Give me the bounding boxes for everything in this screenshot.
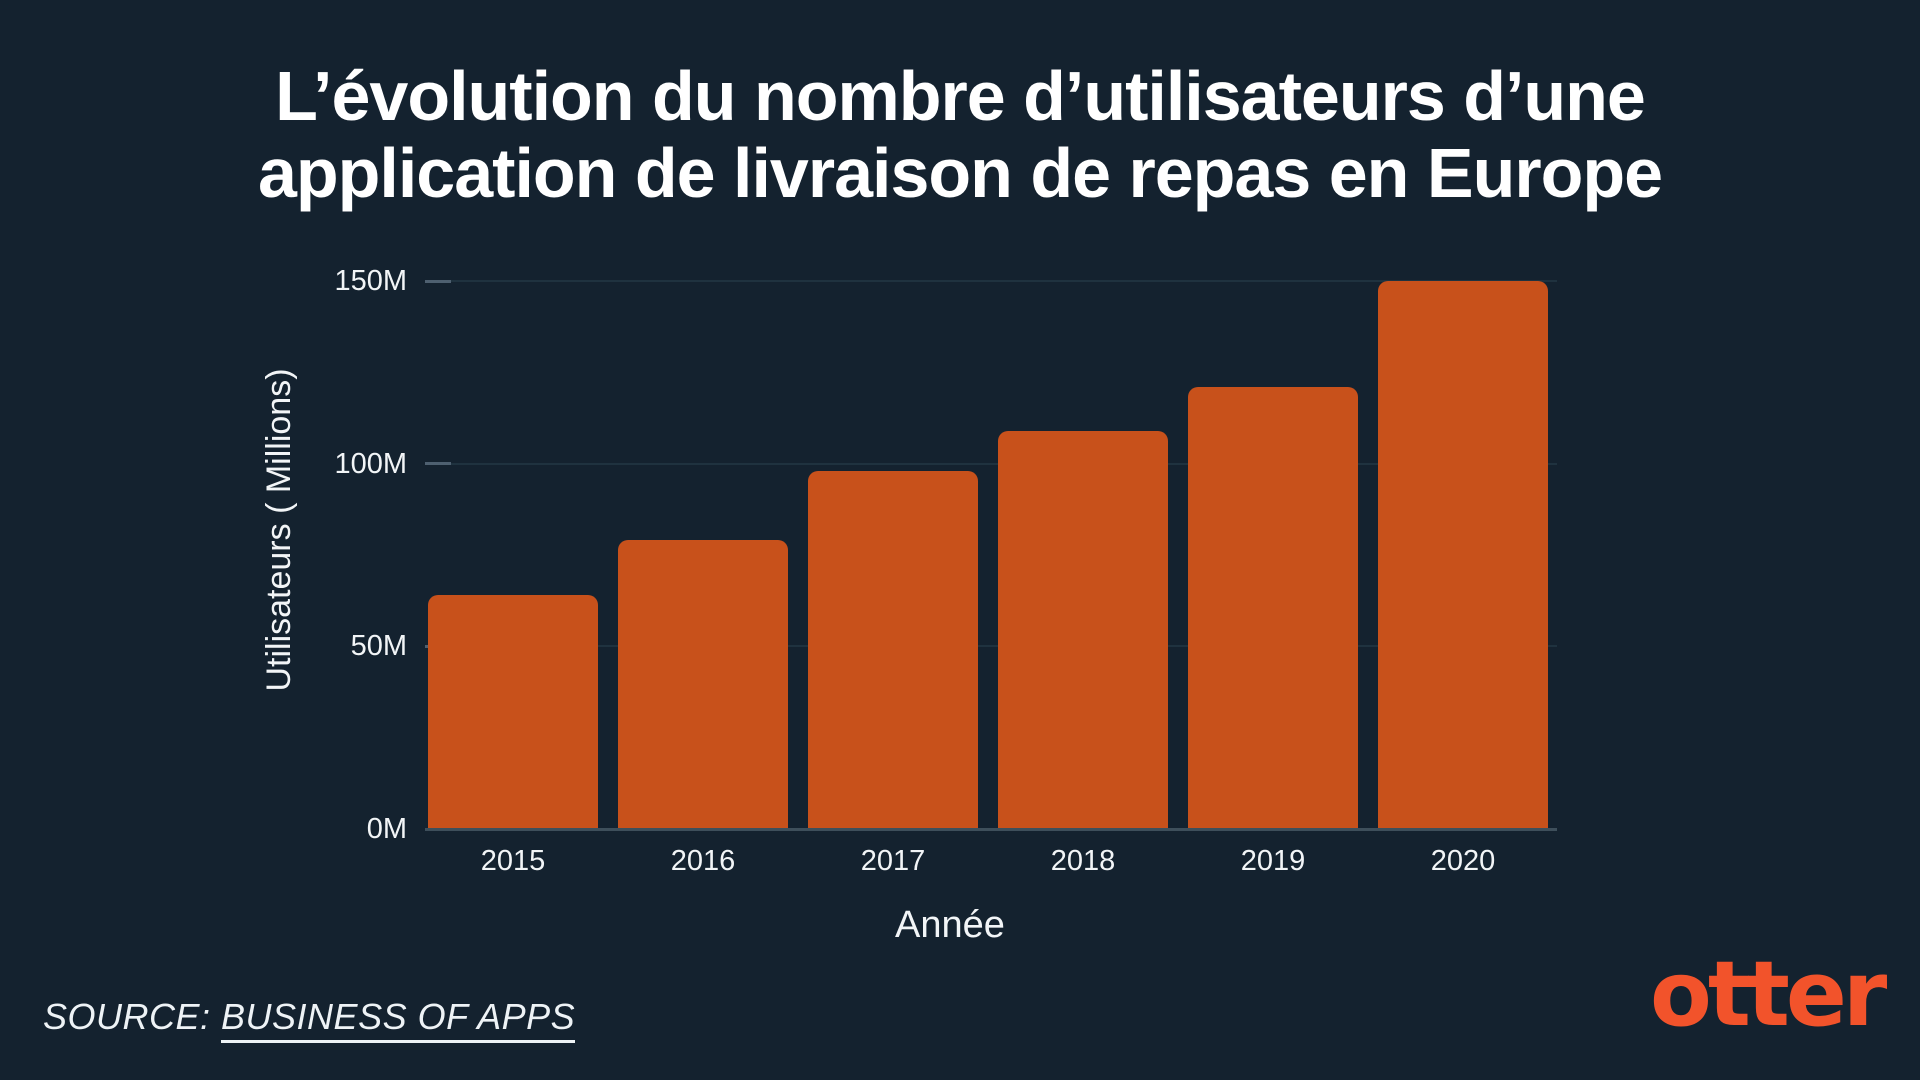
y-axis-label: Utilisateurs ( Millions) (260, 368, 298, 692)
ytick-label-100M: 100M (334, 447, 407, 480)
chart-title: L’évolution du nombre d’utilisateurs d’u… (0, 58, 1920, 212)
xtick-label-2020: 2020 (1430, 845, 1496, 877)
x-axis-label: Année (895, 904, 1005, 946)
ytick-label-150M: 150M (334, 265, 407, 297)
ytick-mark-150M (425, 279, 451, 283)
xtick-label-2019: 2019 (1240, 845, 1306, 877)
xtick-label-2018: 2018 (1050, 845, 1116, 877)
ytick-label-50M: 50M (350, 630, 407, 663)
x-axis-line (425, 828, 1557, 831)
bar-2020 (1378, 281, 1548, 829)
source-credit: SOURCE: BUSINESS OF APPS (43, 995, 576, 1043)
bar-2017 (808, 470, 978, 829)
source-link[interactable]: BUSINESS OF APPS (221, 996, 576, 1043)
ytick-label-0M: 0M (366, 813, 407, 845)
xtick-label-2016: 2016 (670, 845, 736, 877)
bar-2016 (618, 540, 788, 829)
gridline-50M (425, 645, 1557, 648)
otter-logo: otter (1650, 942, 1887, 1047)
source-prefix: SOURCE: (43, 996, 222, 1037)
chart-title-line1: L’évolution du nombre d’utilisateurs d’u… (275, 57, 1646, 135)
xtick-label-2017: 2017 (860, 845, 926, 877)
bar-2019 (1188, 386, 1358, 829)
chart-title-line2: application de livraison de repas en Eur… (257, 134, 1663, 212)
gridline-100M (425, 462, 1557, 465)
xtick-label-2015: 2015 (480, 845, 546, 877)
gridline-150M (425, 280, 1557, 282)
bar-2015 (428, 595, 598, 829)
ytick-mark-100M (425, 462, 451, 466)
bar-2018 (998, 430, 1168, 829)
